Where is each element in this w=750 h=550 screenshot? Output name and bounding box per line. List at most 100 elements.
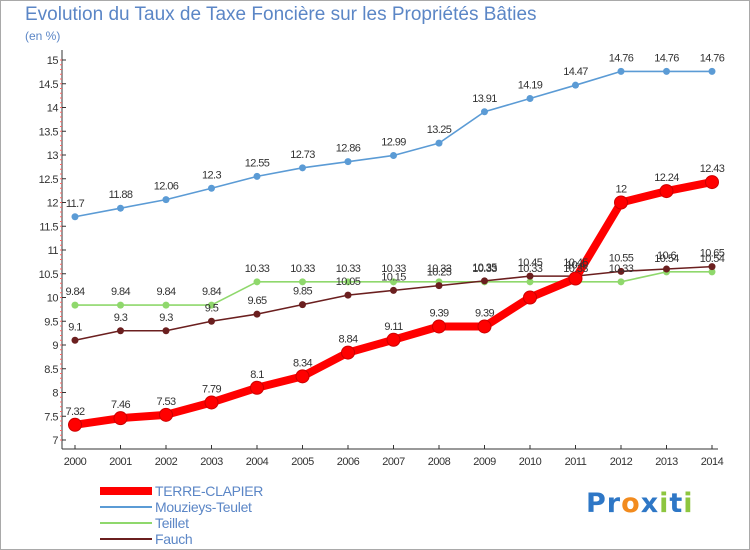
data-point <box>663 67 670 75</box>
legend-label: TERRE-CLAPIER <box>155 483 264 499</box>
data-labels-layer: 11.7 11.88 12.06 12.3 12.55 12.73 12.86 12.99 13… <box>65 52 725 418</box>
legend-swatch <box>100 506 152 508</box>
data-label: 12.24 <box>654 172 679 184</box>
logo-letter: t <box>669 488 684 519</box>
data-point <box>71 213 79 221</box>
data-label: 10.33 <box>245 263 270 275</box>
x-tick-label: 2014 <box>701 456 724 468</box>
data-point <box>295 369 310 384</box>
data-label: 9.85 <box>293 286 312 298</box>
data-label: 10.65 <box>700 248 725 260</box>
data-label: 7.32 <box>65 406 84 418</box>
data-label: 10.6 <box>657 250 676 262</box>
legend-label: Mouzieys-Teulet <box>155 499 252 515</box>
series-terre-clapier <box>68 175 719 432</box>
data-label: 14.76 <box>654 52 679 64</box>
data-label: 10.54 <box>654 253 679 265</box>
proxiti-logo: Proxiti <box>586 488 694 519</box>
x-tick-label: 2001 <box>109 456 132 468</box>
data-point <box>705 175 719 190</box>
data-label: 10.45 <box>563 257 588 269</box>
data-point <box>250 380 264 395</box>
data-label: 10.54 <box>700 253 725 265</box>
data-label: 10.55 <box>609 252 634 264</box>
data-label: 10.33 <box>381 263 406 275</box>
x-tick-label: 2009 <box>473 456 496 468</box>
x-tick-label: 2010 <box>519 456 542 468</box>
data-label: 10.15 <box>381 271 406 283</box>
y-tick-label: 10.5 <box>39 269 59 281</box>
data-label: 10.4 <box>566 260 585 272</box>
data-point <box>386 332 401 347</box>
data-label: 12 <box>615 184 627 196</box>
y-tick-label: 9 <box>52 340 58 352</box>
data-label: 9.84 <box>65 286 84 298</box>
data-label: 12.3 <box>202 169 221 181</box>
data-point <box>117 204 124 212</box>
data-point <box>208 184 215 192</box>
data-label: 9.84 <box>156 286 175 298</box>
data-label: 12.55 <box>245 157 270 169</box>
data-point <box>113 411 128 426</box>
x-tick-label: 2004 <box>246 456 269 468</box>
data-point <box>523 290 537 305</box>
data-point <box>568 271 583 286</box>
logo-letter: i <box>683 488 694 519</box>
data-point <box>253 278 261 286</box>
data-label: 13.91 <box>472 93 497 105</box>
legend-swatch <box>100 487 152 495</box>
data-point <box>159 407 173 422</box>
data-label: 10.45 <box>518 257 543 269</box>
data-label: 8.34 <box>293 357 312 369</box>
data-point <box>299 278 306 286</box>
series-line-terre-clapier <box>71 178 716 429</box>
series-mouzieys-teulet <box>71 67 716 221</box>
data-label: 8.1 <box>250 369 264 381</box>
y-tick-label: 7 <box>52 435 58 447</box>
y-tick-label: 11.5 <box>39 221 58 233</box>
data-point <box>432 319 446 334</box>
data-point <box>204 395 219 410</box>
data-point <box>614 195 628 210</box>
data-point <box>617 67 625 75</box>
logo-letter: o <box>621 488 641 519</box>
y-tick-label: 15 <box>47 55 59 67</box>
data-label: 9.5 <box>205 302 219 314</box>
data-point <box>162 196 170 204</box>
y-tick-label: 13 <box>47 150 59 162</box>
data-label: 7.53 <box>156 396 175 408</box>
logo-letter: P <box>586 488 607 519</box>
y-tick-label: 14 <box>47 103 59 115</box>
axes-group: 7 7.5 8 8.5 9 9.5 10 10.5 11 11.5 12 12.5 13 13.5 14 14… <box>39 50 724 468</box>
data-label: 12.43 <box>700 163 725 175</box>
data-point <box>68 417 82 432</box>
data-label: 10.33 <box>609 263 634 275</box>
data-label: 10.35 <box>472 262 497 274</box>
data-point <box>117 327 124 335</box>
x-tick-label: 2000 <box>64 456 87 468</box>
x-tick-label: 2006 <box>337 456 360 468</box>
data-point <box>617 278 625 286</box>
data-label: 10.33 <box>518 263 543 275</box>
legend-label: Teillet <box>155 515 189 531</box>
data-label: 10.33 <box>336 263 361 275</box>
data-point <box>208 301 215 309</box>
data-label: 12.86 <box>336 143 361 155</box>
data-point <box>435 282 443 290</box>
data-label: 10.33 <box>427 263 452 275</box>
data-label: 9.84 <box>111 286 130 298</box>
data-label: 7.46 <box>111 399 130 411</box>
data-label: 10.33 <box>563 263 588 275</box>
data-label: 10.33 <box>290 263 315 275</box>
x-tick-label: 2011 <box>565 456 587 468</box>
data-point <box>659 184 674 199</box>
data-point <box>162 327 170 335</box>
data-point <box>299 301 306 309</box>
logo-letter: x <box>640 488 660 519</box>
data-point <box>299 164 306 172</box>
data-point <box>526 94 534 102</box>
data-label: 10.25 <box>427 267 452 279</box>
data-label: 9.3 <box>114 312 128 324</box>
